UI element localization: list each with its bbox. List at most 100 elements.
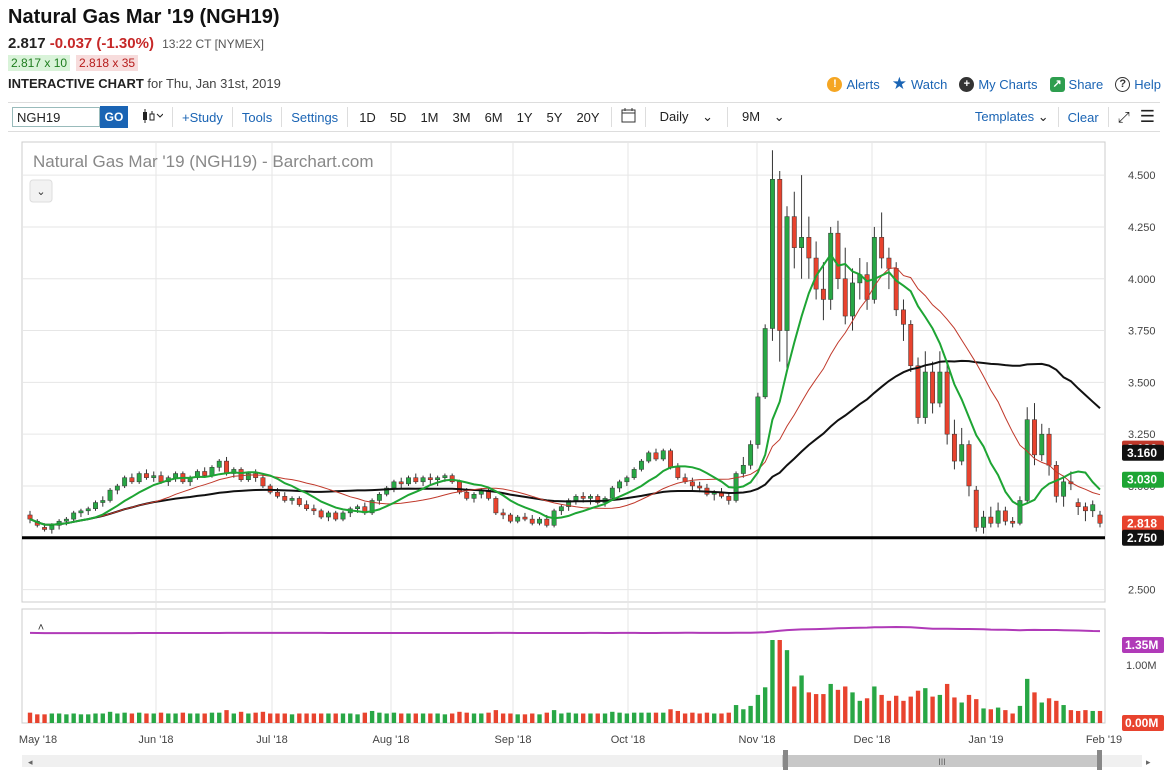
calendar-icon <box>621 108 636 123</box>
candlestick-icon <box>143 108 164 123</box>
candle-body <box>333 512 339 520</box>
volume-bar <box>297 713 302 723</box>
volume-bar <box>828 683 833 723</box>
range-1d[interactable]: 1D <box>359 109 376 125</box>
volume-bar <box>581 713 586 723</box>
volume-bar <box>384 713 389 723</box>
period-select[interactable]: 9M ⌄ <box>732 109 795 125</box>
watch-button[interactable]: ★ Watch <box>892 74 948 94</box>
interval-select[interactable]: Daily ⌄ <box>650 109 723 125</box>
collapse-button[interactable] <box>29 179 53 203</box>
volume-bar <box>879 694 884 723</box>
volume-bar <box>64 714 69 723</box>
candle-body <box>144 473 149 478</box>
volume-bar <box>78 714 84 723</box>
divider <box>281 107 283 127</box>
candle-body <box>806 237 812 259</box>
scroll-handle-left[interactable] <box>783 750 788 770</box>
volume-bar <box>217 712 222 723</box>
share-button[interactable]: ↗ Share <box>1049 76 1103 92</box>
candle-body <box>435 477 441 480</box>
menu-button[interactable]: ☰ <box>1135 107 1160 127</box>
volume-bar <box>944 683 950 723</box>
range-3m[interactable]: 3M <box>452 109 471 125</box>
range-20y[interactable]: 20Y <box>576 109 600 125</box>
volume-bar <box>399 713 404 723</box>
volume-bar <box>56 713 62 723</box>
volume-bar <box>1097 710 1103 723</box>
volume-zero-tag: 0.00M <box>1125 716 1158 730</box>
candle-body <box>311 508 317 512</box>
range-1m[interactable]: 1M <box>420 109 439 125</box>
volume-bar <box>886 700 892 723</box>
volume-bar <box>872 686 877 723</box>
calendar-button[interactable] <box>616 108 641 126</box>
chart-type-button[interactable] <box>136 108 168 126</box>
symbol-input[interactable]: NGH19 <box>12 107 100 127</box>
ma-long-line <box>29 359 1101 526</box>
quote-time: 13:22 CT [NYMEX] <box>162 37 264 51</box>
volume-bar <box>682 713 688 723</box>
volume-bar <box>675 710 681 723</box>
range-5d[interactable]: 5D <box>389 109 407 125</box>
last-price: 2.817 <box>8 35 46 52</box>
candle-body <box>762 328 768 398</box>
last-price-tag-bg <box>1122 515 1164 532</box>
scroll-left-icon[interactable]: ◂ <box>28 757 33 767</box>
chart-date: for Thu, Jan 31st, 2019 <box>147 76 281 91</box>
scroll-grip-icon[interactable]: III <box>938 757 946 767</box>
volume-bar <box>180 712 186 723</box>
volume-bar <box>115 713 120 723</box>
price-chart[interactable]: 2.5002.7503.0003.2503.5003.7504.0004.250… <box>0 135 1171 776</box>
templates-label: Templates <box>974 109 1035 124</box>
candle-body <box>951 433 957 462</box>
expand-button[interactable]: ⤢ <box>1113 109 1135 126</box>
volume-bar <box>646 712 651 723</box>
x-tick-label: Jul '18 <box>256 734 287 746</box>
range-1y[interactable]: 1Y <box>516 109 533 125</box>
clear-button[interactable]: Clear <box>1067 109 1099 125</box>
volume-bar <box>202 713 207 723</box>
candle-body <box>49 525 55 530</box>
volume-bar <box>93 713 98 723</box>
price-panel <box>21 141 1106 603</box>
alerts-button[interactable]: ! Alerts <box>827 76 880 92</box>
volume-bar <box>602 713 608 723</box>
help-button[interactable]: ? Help <box>1115 76 1161 92</box>
candle-body <box>318 510 324 518</box>
scrollbar-thumb[interactable] <box>782 755 1102 767</box>
candle-body <box>420 477 426 483</box>
candle-body <box>1090 504 1096 512</box>
volume-bar <box>348 713 353 723</box>
volume-bar <box>479 713 484 723</box>
candle-body <box>1010 520 1016 524</box>
candle-body <box>129 477 135 483</box>
volume-bar <box>457 711 462 723</box>
x-tick-label: Oct '18 <box>611 734 646 746</box>
volume-bar <box>559 713 564 723</box>
volume-bar <box>1025 678 1030 723</box>
settings-button[interactable]: Settings <box>291 109 339 125</box>
volume-bar <box>697 713 702 723</box>
chevron-up-icon[interactable]: ˄ <box>38 622 44 634</box>
chevron-down-icon: ⌄ <box>1037 109 1049 124</box>
study-button[interactable]: +Study <box>182 109 223 125</box>
candle-body <box>668 450 673 468</box>
volume-bar <box>551 710 557 723</box>
candle-body <box>879 237 885 259</box>
tools-button[interactable]: Tools <box>241 109 273 125</box>
candle-body <box>1097 514 1103 524</box>
volume-bar <box>420 713 426 723</box>
scroll-right-icon[interactable]: ▸ <box>1146 757 1151 767</box>
interactive-title: INTERACTIVE CHART <box>8 76 144 91</box>
go-button[interactable]: GO <box>100 106 128 128</box>
y-tick-label: 2.500 <box>1128 585 1156 597</box>
range-5y[interactable]: 5Y <box>546 109 563 125</box>
scroll-handle-right[interactable] <box>1097 750 1102 770</box>
divider <box>231 107 233 127</box>
candle-body <box>107 489 113 501</box>
templates-select[interactable]: Templates ⌄ <box>970 109 1054 125</box>
candle-body <box>791 216 797 248</box>
range-6m[interactable]: 6M <box>484 109 503 125</box>
my-charts-button[interactable]: + My Charts <box>959 76 1038 92</box>
